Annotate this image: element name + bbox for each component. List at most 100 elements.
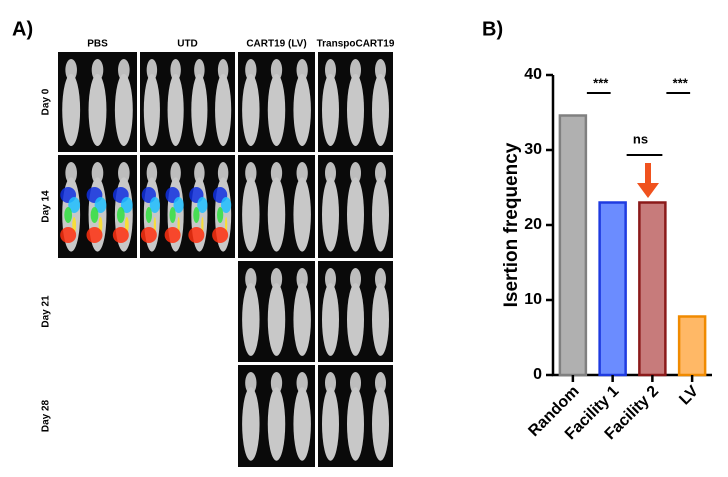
mouse [347, 177, 364, 252]
signal [60, 227, 77, 243]
y-tick-label: 30 [524, 141, 542, 158]
y-tick-label: 40 [524, 66, 542, 83]
mouse [325, 268, 336, 290]
mouse [91, 59, 104, 81]
mouse [293, 74, 311, 146]
mouse [242, 283, 260, 356]
mouse [194, 162, 205, 184]
bar [558, 114, 588, 377]
mouse [322, 283, 339, 356]
mouse [118, 59, 130, 81]
mouse [215, 74, 232, 146]
mouse [350, 162, 361, 184]
mouse [118, 162, 130, 184]
mouse [245, 372, 257, 394]
mouse [347, 74, 364, 146]
mouse [170, 59, 181, 81]
mouse [267, 387, 286, 461]
mouse [293, 387, 311, 461]
mouse [267, 283, 286, 356]
row-label: Day 28 [41, 399, 52, 432]
mouse [270, 162, 283, 184]
mouse [293, 283, 311, 356]
panel-label: A) [12, 18, 33, 40]
mouse [270, 372, 283, 394]
mouse [245, 162, 257, 184]
row-label: Day 0 [41, 88, 52, 115]
mouse [143, 74, 160, 146]
column-label: TranspoCART19 [317, 39, 395, 50]
bar [638, 201, 667, 377]
x-tick-label: LV [676, 383, 702, 409]
signal [64, 207, 73, 223]
y-tick-label: 10 [524, 291, 542, 308]
mouse [325, 372, 336, 394]
signal [149, 197, 160, 213]
mouse [242, 177, 260, 252]
mouse [322, 177, 339, 252]
mouse [65, 59, 77, 81]
mouse [146, 59, 158, 81]
mouse [146, 162, 158, 184]
mouse [296, 372, 308, 394]
mouse [242, 74, 260, 146]
signal [86, 227, 103, 243]
row-label: Day 14 [41, 190, 52, 223]
significance-label: *** [593, 75, 609, 90]
signal [68, 197, 81, 213]
column-label: UTD [177, 39, 198, 50]
mouse [88, 74, 107, 146]
mouse [296, 162, 308, 184]
mouse [296, 59, 308, 81]
signal [193, 207, 200, 223]
signal [217, 207, 224, 223]
mouse [375, 59, 386, 81]
signal [197, 197, 208, 213]
signal [169, 207, 176, 223]
panel-label: B) [482, 18, 503, 40]
column-label: CART19 (LV) [246, 39, 306, 50]
mouse [325, 59, 336, 81]
mouse [91, 162, 104, 184]
row-label: Day 21 [41, 295, 52, 328]
mouse [245, 268, 257, 290]
signal [90, 207, 99, 223]
panel-a: PBS UTD CART19 (LV) TranspoCART19 Day 0 Day 1… [41, 39, 395, 467]
mouse [217, 162, 229, 184]
signal [177, 217, 180, 233]
signal [164, 227, 181, 243]
mouse [372, 387, 389, 461]
signal [225, 217, 228, 233]
mouse [65, 162, 77, 184]
arrow [637, 163, 659, 198]
mouse [350, 59, 361, 81]
mouse [267, 74, 286, 146]
significance-label: *** [673, 75, 689, 90]
signal [145, 207, 152, 223]
mouse [347, 283, 364, 356]
signal [140, 227, 157, 243]
mouse [270, 59, 283, 81]
column-label: PBS [87, 39, 108, 50]
mouse [372, 177, 389, 252]
mouse [217, 59, 229, 81]
y-axis-label: Isertion frequency [501, 142, 522, 307]
mouse [350, 372, 361, 394]
mouse [322, 74, 339, 146]
mouse [270, 268, 283, 290]
signal [212, 227, 229, 243]
signal [173, 197, 184, 213]
mouse [242, 387, 260, 461]
signal [94, 197, 107, 213]
mouse [375, 372, 386, 394]
mouse [296, 268, 308, 290]
mouse [245, 59, 257, 81]
mouse [372, 283, 389, 356]
mouse [347, 387, 364, 461]
mouse [293, 177, 311, 252]
signal [201, 217, 204, 233]
bar [677, 315, 707, 377]
mouse [194, 59, 205, 81]
signal [188, 227, 205, 243]
